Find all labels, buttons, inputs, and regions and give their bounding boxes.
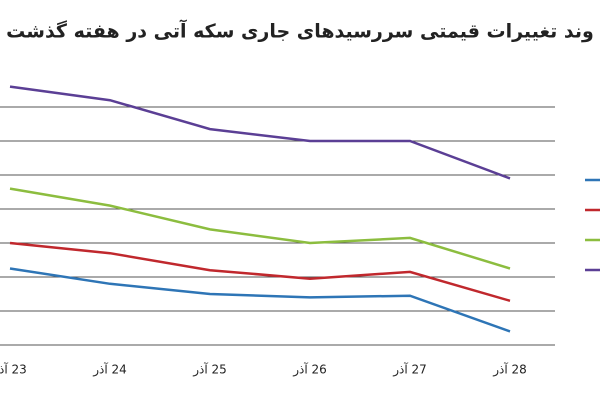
series-line xyxy=(9,267,511,333)
series-line xyxy=(9,187,511,270)
series-line xyxy=(9,85,511,180)
x-tick-label: 25 آذر xyxy=(192,362,227,378)
x-tick-label: 24 آذر xyxy=(92,362,127,378)
x-tick-label: 28 آذر xyxy=(492,362,527,378)
x-tick-label: 26 آذر xyxy=(292,362,327,378)
x-tick-label: 23 آذر xyxy=(0,362,27,378)
chart-title: وند تغییرات قیمتی سررسیدهای جاری سکه آتی… xyxy=(6,19,594,43)
x-tick-label: 27 آذر xyxy=(392,362,427,378)
series-line xyxy=(9,241,511,303)
